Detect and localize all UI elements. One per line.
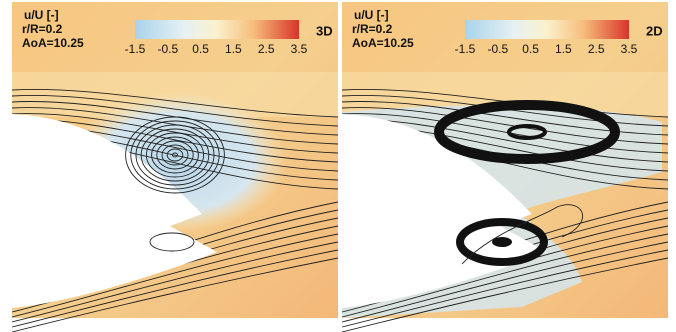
colorbar-tick-label: -0.5 xyxy=(487,42,508,56)
figure: u/U [-]r/R=0.2AoA=10.25-1.5-0.50.51.52.5… xyxy=(0,0,676,332)
panel-tag: 2D xyxy=(646,23,663,38)
colorbar-tick-label: 3.5 xyxy=(621,42,638,56)
colorbar-tick-label: -1.5 xyxy=(455,42,476,56)
colorbar-tick-label: 2.5 xyxy=(588,42,605,56)
colorbar-tick-label: 0.5 xyxy=(192,42,209,56)
colorbar-tick-label: -0.5 xyxy=(157,42,178,56)
colorbar-tick-label: 2.5 xyxy=(258,42,275,56)
field-label: AoA=10.25 xyxy=(22,36,84,50)
colorbar-tick-label: 3.5 xyxy=(291,42,308,56)
panel-tag: 3D xyxy=(316,23,333,38)
colorbar-tick-label: 0.5 xyxy=(522,42,539,56)
field-label: u/U [-] xyxy=(24,8,59,22)
field-label: u/U [-] xyxy=(354,8,389,22)
colorbar-tick-label: -1.5 xyxy=(125,42,146,56)
field-label: r/R=0.2 xyxy=(352,22,393,36)
colorbar-tick-label: 1.5 xyxy=(555,42,572,56)
colorbar xyxy=(135,20,299,39)
field-label: AoA=10.25 xyxy=(352,36,414,50)
colorbar-tick-label: 1.5 xyxy=(225,42,242,56)
colorbar xyxy=(465,20,629,39)
field-label: r/R=0.2 xyxy=(22,22,63,36)
